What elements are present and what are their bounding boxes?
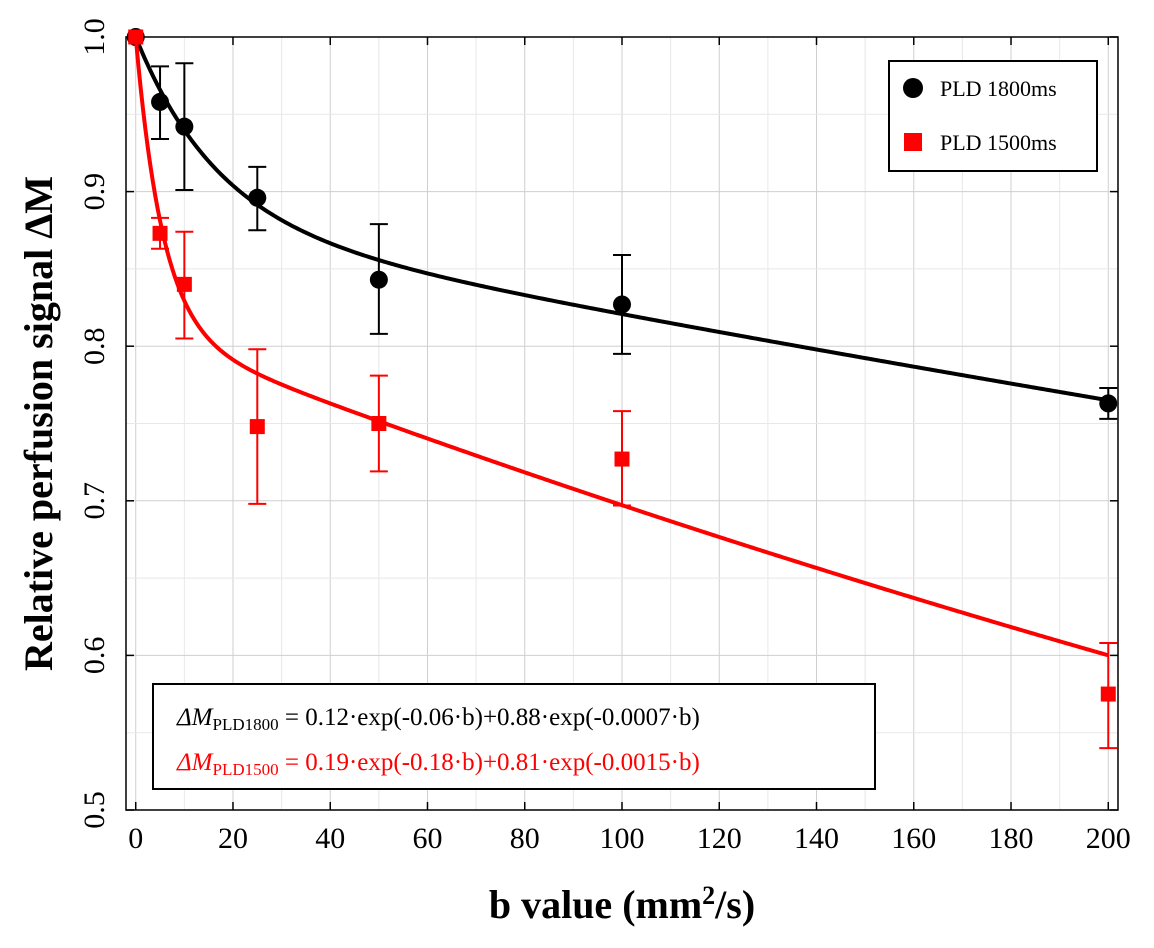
- grid: [126, 36, 1118, 811]
- x-tick-label: 160: [891, 822, 936, 855]
- x-axis: 0 20 40 60 80 100 120 140 160 180 200: [128, 37, 1131, 855]
- y-tick-label: 1.0: [78, 18, 111, 56]
- y-tick-label: 0.9: [78, 173, 111, 211]
- series-pld-1500ms: [128, 29, 1118, 750]
- y-tick-label: 0.6: [78, 637, 111, 675]
- legend: PLD 1800ms PLD 1500ms: [888, 60, 1098, 172]
- x-tick-label: 0: [128, 822, 143, 855]
- y-axis-title: Relative perfusion signal ΔM: [16, 176, 61, 671]
- y-tick-label: 0.5: [78, 791, 111, 829]
- data-point-pld-1800ms: [613, 295, 631, 314]
- legend-marker-pld1500: [904, 133, 922, 151]
- legend-label-pld1800: PLD 1800ms: [940, 76, 1057, 101]
- data-point-pld-1500ms: [176, 276, 192, 292]
- x-tick-label: 120: [697, 822, 742, 855]
- y-tick-label: 0.8: [78, 327, 111, 365]
- data-point-pld-1800ms: [151, 92, 170, 111]
- legend-box: [888, 60, 1098, 172]
- series-pld-1800ms: [126, 28, 1118, 420]
- legend-label-pld1500: PLD 1500ms: [940, 130, 1057, 155]
- x-axis-title: b value (mm2/s): [489, 881, 755, 928]
- equation-box-frame: [152, 683, 876, 790]
- x-tick-label: 60: [412, 822, 442, 855]
- data-point-pld-1800ms: [1099, 394, 1118, 413]
- data-point-pld-1500ms: [152, 225, 168, 241]
- y-tick-label: 0.7: [78, 482, 111, 520]
- data-point-pld-1500ms: [128, 29, 144, 45]
- data-point-pld-1500ms: [249, 419, 265, 435]
- data-point-pld-1500ms: [371, 416, 387, 431]
- x-tick-label: 140: [794, 822, 839, 855]
- series-layer: [126, 28, 1118, 750]
- legend-marker-pld1800: [903, 78, 923, 98]
- y-axis: 0.5 0.6 0.7 0.8 0.9 1.0: [78, 18, 1118, 829]
- data-point-pld-1500ms: [614, 451, 630, 467]
- data-point-pld-1500ms: [1100, 686, 1116, 702]
- x-tick-label: 20: [218, 822, 248, 855]
- equation-box: ΔMPLD1800 = 0.12·exp(-0.06·b)+0.88·exp(-…: [152, 683, 876, 790]
- data-point-pld-1800ms: [369, 270, 388, 289]
- x-tick-label: 200: [1086, 822, 1131, 855]
- data-point-pld-1800ms: [248, 188, 267, 207]
- data-point-pld-1800ms: [175, 117, 194, 136]
- equation-pld1800: ΔMPLD1800 = 0.12·exp(-0.06·b)+0.88·exp(-…: [176, 704, 700, 734]
- x-tick-label: 180: [989, 822, 1034, 855]
- x-tick-label: 80: [510, 822, 540, 855]
- x-tick-label: 100: [600, 822, 645, 855]
- x-tick-label: 40: [315, 822, 345, 855]
- equation-pld1500: ΔMPLD1500 = 0.19·exp(-0.18·b)+0.81·exp(-…: [176, 749, 700, 779]
